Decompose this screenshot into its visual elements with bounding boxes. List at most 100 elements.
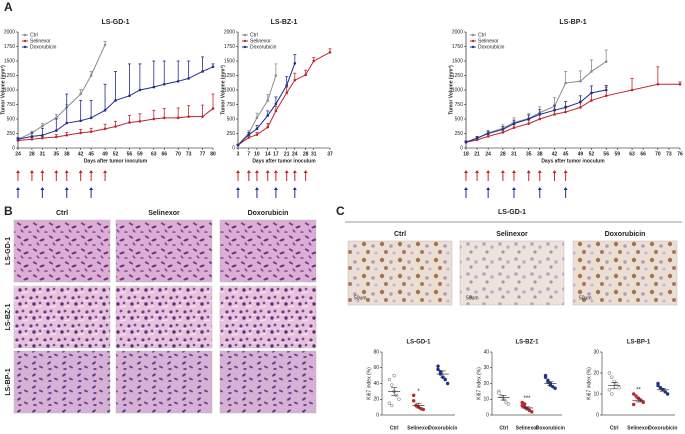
y-tick-label: 80 bbox=[373, 349, 379, 355]
y-tick-label: 500 bbox=[455, 116, 464, 122]
chart-title: LS-BP-1 bbox=[559, 19, 586, 26]
data-point bbox=[274, 74, 278, 77]
x-tick-label: 70 bbox=[655, 151, 661, 157]
data-point bbox=[176, 80, 180, 83]
y-tick-label: 1750 bbox=[224, 44, 235, 50]
histology-image bbox=[13, 219, 111, 283]
x-tick-label: 28 bbox=[303, 151, 309, 157]
dose-arrowhead bbox=[273, 170, 278, 173]
data-point bbox=[564, 81, 567, 85]
dose-arrowhead bbox=[16, 187, 20, 190]
data-point bbox=[604, 88, 608, 92]
dose-arrowhead bbox=[486, 187, 491, 190]
data-point bbox=[89, 116, 93, 120]
y-tick-label: 1250 bbox=[4, 73, 15, 79]
scale-bar-label: 50um bbox=[579, 295, 592, 301]
data-point bbox=[590, 91, 593, 95]
x-tick-label: 66 bbox=[161, 151, 167, 157]
data-point bbox=[103, 109, 107, 112]
row-label: LS-GD-1 bbox=[5, 237, 12, 265]
legend-marker bbox=[243, 33, 247, 37]
data-point bbox=[255, 116, 259, 120]
panel-label: B bbox=[4, 204, 13, 218]
y-axis-label: Tumor Volume (mm³) bbox=[0, 65, 6, 115]
data-point bbox=[274, 109, 278, 113]
y-axis-label: Ki67 index (%) bbox=[366, 367, 372, 400]
series-line bbox=[465, 83, 680, 143]
y-tick-label: 1500 bbox=[224, 58, 235, 64]
x-tick-label: 42 bbox=[78, 151, 84, 157]
row-label: LS-BP-1 bbox=[5, 368, 12, 395]
dose-arrowhead bbox=[64, 170, 69, 173]
data-point bbox=[114, 99, 117, 102]
series-line bbox=[237, 63, 296, 146]
data-point bbox=[607, 371, 612, 375]
data-point bbox=[152, 117, 156, 121]
dose-arrowhead bbox=[284, 170, 289, 173]
data-point bbox=[138, 88, 142, 92]
data-point bbox=[390, 403, 394, 408]
data-point bbox=[162, 82, 166, 86]
y-axis-label: Ki67 index (%) bbox=[586, 367, 592, 400]
data-point bbox=[128, 121, 131, 124]
y-tick-label: 0 bbox=[232, 145, 235, 151]
dose-arrowhead bbox=[292, 187, 297, 190]
data-point bbox=[464, 140, 468, 144]
data-point bbox=[79, 92, 82, 96]
data-point bbox=[114, 125, 117, 128]
x-tick-label: 59 bbox=[614, 151, 620, 157]
data-point bbox=[538, 117, 542, 121]
dose-arrowhead bbox=[246, 170, 251, 173]
dose-arrowhead bbox=[464, 170, 468, 173]
y-axis-label: Ki67 index (%) bbox=[476, 367, 482, 400]
dose-arrowhead bbox=[236, 170, 240, 173]
data-point bbox=[530, 410, 534, 414]
x-tick-label: 77 bbox=[200, 151, 206, 157]
ihc-image bbox=[347, 240, 453, 306]
data-point bbox=[486, 135, 490, 138]
dose-arrowhead bbox=[254, 170, 259, 173]
panel-label: A bbox=[4, 0, 13, 14]
x-tick-label: 31 bbox=[311, 151, 317, 157]
data-point bbox=[579, 106, 582, 109]
data-point bbox=[641, 400, 645, 405]
data-point bbox=[162, 116, 166, 120]
column-label: Selinexor bbox=[496, 231, 528, 238]
dose-arrowhead bbox=[78, 170, 83, 173]
x-axis-label: Days after tumor inoculum bbox=[252, 158, 316, 164]
legend-marker bbox=[471, 45, 475, 49]
y-tick-label: 60 bbox=[373, 365, 379, 371]
y-tick-label: 20 bbox=[483, 381, 489, 387]
histology-image bbox=[115, 350, 213, 414]
dose-arrowhead bbox=[500, 170, 505, 173]
data-point bbox=[293, 78, 297, 82]
data-point bbox=[387, 401, 392, 405]
data-point bbox=[152, 85, 156, 89]
data-point bbox=[631, 402, 636, 407]
significance: ** bbox=[636, 388, 641, 394]
data-point bbox=[176, 116, 180, 120]
y-tick-label: 1000 bbox=[224, 87, 235, 93]
data-point bbox=[30, 138, 34, 141]
data-point bbox=[631, 392, 636, 396]
legend-marker bbox=[23, 33, 27, 37]
dose-arrowhead bbox=[537, 170, 542, 173]
ihc-image bbox=[572, 240, 678, 306]
x-tick-label: 80 bbox=[210, 151, 216, 157]
y-tick-label: 750 bbox=[7, 102, 16, 108]
column-label: Selinexor bbox=[148, 210, 180, 217]
y-tick-label: 30 bbox=[483, 365, 489, 371]
y-tick-label: 1750 bbox=[4, 44, 15, 50]
data-point bbox=[412, 399, 416, 403]
data-point bbox=[658, 386, 663, 390]
x-tick-label: 38 bbox=[537, 151, 543, 157]
y-tick-label: 20 bbox=[593, 370, 599, 376]
x-tick-label: 21 bbox=[284, 151, 290, 157]
x-tick-label: Doxorubicin bbox=[428, 425, 457, 431]
panel-label: C bbox=[336, 204, 345, 218]
series-line bbox=[465, 61, 607, 143]
dose-arrowhead bbox=[563, 187, 568, 190]
data-point bbox=[678, 82, 682, 86]
y-tick-label: 1750 bbox=[452, 44, 463, 50]
chart-title: LS-BZ-1 bbox=[271, 19, 298, 26]
